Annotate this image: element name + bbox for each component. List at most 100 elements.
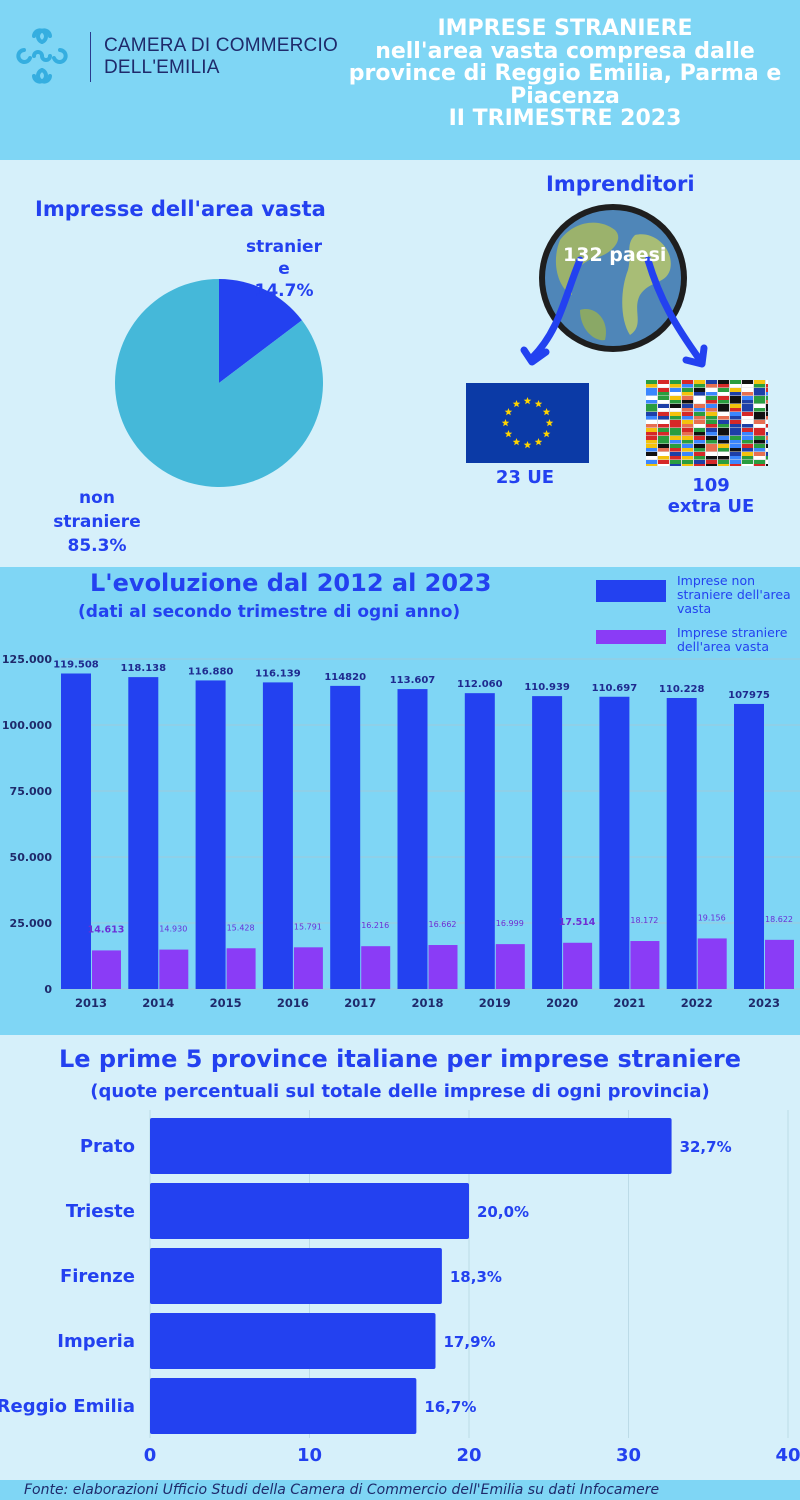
flag-stripe bbox=[694, 428, 705, 432]
eu-count-label: 23 UE bbox=[495, 467, 555, 488]
flag-stripe bbox=[658, 452, 669, 456]
pie-chart bbox=[114, 279, 323, 487]
bar-non-straniere bbox=[532, 696, 563, 989]
chamber-logo-icon bbox=[16, 28, 68, 84]
title-line-1: IMPRESE STRANIERE bbox=[437, 16, 693, 41]
flag-stripe bbox=[754, 412, 765, 416]
province-bar bbox=[150, 1183, 469, 1239]
bar-label-non-straniere: 107975 bbox=[728, 690, 770, 701]
x-tick-label: 20 bbox=[456, 1445, 481, 1466]
flag-stripe bbox=[706, 380, 717, 384]
flag-stripe bbox=[706, 384, 717, 388]
bar-straniere bbox=[293, 947, 323, 989]
pie-label-straniere-pct: 14.7% bbox=[254, 281, 314, 301]
flag-stripe bbox=[718, 388, 729, 392]
flag-stripe bbox=[694, 460, 705, 464]
flag-stripe bbox=[730, 404, 741, 408]
flag-stripe bbox=[718, 416, 729, 420]
y-tick-label: 125.000 bbox=[2, 653, 52, 666]
countries-count: 132 paesi bbox=[563, 244, 667, 266]
flag-stripe bbox=[658, 440, 669, 444]
province-label: Trieste bbox=[66, 1201, 135, 1222]
flag-stripe bbox=[754, 456, 765, 460]
x-tick-label: 2021 bbox=[613, 996, 645, 1010]
flag-stripe bbox=[646, 396, 657, 400]
bar-non-straniere bbox=[61, 673, 91, 989]
flag-stripe bbox=[730, 460, 741, 464]
flag-stripe bbox=[658, 436, 669, 440]
flag-stripe bbox=[718, 396, 729, 400]
flag-stripe bbox=[742, 416, 753, 420]
flag-stripe bbox=[670, 380, 681, 384]
flag-stripe bbox=[694, 440, 705, 444]
province-label: Firenze bbox=[60, 1266, 135, 1287]
eu-star-icon bbox=[512, 399, 521, 408]
flag-stripe bbox=[718, 464, 729, 466]
flag-stripe bbox=[766, 460, 768, 464]
bar-label-straniere: 19.156 bbox=[698, 913, 726, 922]
y-tick-label: 0 bbox=[44, 983, 52, 996]
pie-label-non-line2: straniere bbox=[53, 512, 141, 532]
title-line-4: Piacenza bbox=[510, 83, 620, 109]
bar-non-straniere bbox=[666, 697, 697, 989]
title-line-2: nell'area vasta compresa dalle bbox=[375, 38, 755, 64]
flag-stripe bbox=[706, 456, 717, 460]
flag-stripe bbox=[670, 452, 681, 456]
flag-stripe bbox=[670, 412, 681, 416]
legend-label-non-straniere: Imprese non straniere dell'area vasta bbox=[677, 573, 791, 616]
flag-stripe bbox=[682, 464, 693, 466]
flag-stripe bbox=[730, 420, 741, 424]
flag-stripe bbox=[730, 452, 741, 456]
flag-stripe bbox=[706, 420, 717, 424]
flag-stripe bbox=[670, 384, 681, 388]
flag-stripe bbox=[718, 428, 729, 432]
flag-stripe bbox=[658, 408, 669, 412]
flag-stripe bbox=[754, 416, 765, 420]
flag-stripe bbox=[658, 456, 669, 460]
flag-stripe bbox=[682, 404, 693, 408]
x-tick-label: 30 bbox=[616, 1445, 641, 1466]
eu-star-icon bbox=[545, 419, 554, 427]
flag-stripe bbox=[766, 444, 768, 448]
pie-label-straniere-line1: stranier bbox=[246, 237, 322, 257]
flag-stripe bbox=[658, 404, 669, 408]
flag-stripe bbox=[694, 396, 705, 400]
flag-stripe bbox=[646, 412, 657, 416]
flag-stripe bbox=[694, 436, 705, 440]
flag-stripe bbox=[658, 428, 669, 432]
logo-divider bbox=[90, 32, 91, 82]
flag-stripe bbox=[706, 440, 717, 444]
flag-stripe bbox=[730, 408, 741, 412]
bar-label-non-straniere: 119.508 bbox=[53, 659, 99, 670]
flag-stripe bbox=[646, 408, 657, 412]
flag-stripe bbox=[706, 460, 717, 464]
flag-stripe bbox=[766, 456, 768, 460]
flag-stripe bbox=[754, 404, 765, 408]
flag-stripe bbox=[682, 424, 693, 428]
y-tick-label: 100.000 bbox=[2, 719, 52, 732]
bar-straniere bbox=[92, 950, 121, 989]
bar-label-non-straniere: 110.228 bbox=[659, 684, 705, 695]
bar-non-straniere bbox=[330, 685, 361, 989]
flag-stripe bbox=[670, 424, 681, 428]
flag-stripe bbox=[742, 428, 753, 432]
flag-stripe bbox=[706, 424, 717, 428]
bar-label-straniere: 16.999 bbox=[496, 919, 524, 928]
header-banner bbox=[0, 0, 800, 160]
source-note: Fonte: elaborazioni Ufficio Studi della … bbox=[24, 1482, 660, 1498]
flag-stripe bbox=[730, 380, 741, 384]
flag-stripe bbox=[742, 448, 753, 452]
flag-stripe bbox=[766, 436, 768, 440]
flag-stripe bbox=[646, 456, 657, 460]
flag-stripe bbox=[766, 404, 768, 408]
flag-stripe bbox=[658, 388, 669, 392]
flag-stripe bbox=[718, 456, 729, 460]
flag-stripe bbox=[766, 432, 768, 436]
flag-stripe bbox=[658, 448, 669, 452]
flag-stripe bbox=[658, 412, 669, 416]
bar-non-straniere bbox=[128, 677, 159, 989]
flag-stripe bbox=[742, 388, 753, 392]
flag-stripe bbox=[766, 384, 768, 388]
flag-stripe bbox=[694, 424, 705, 428]
province-label: Reggio Emilia bbox=[0, 1396, 135, 1417]
